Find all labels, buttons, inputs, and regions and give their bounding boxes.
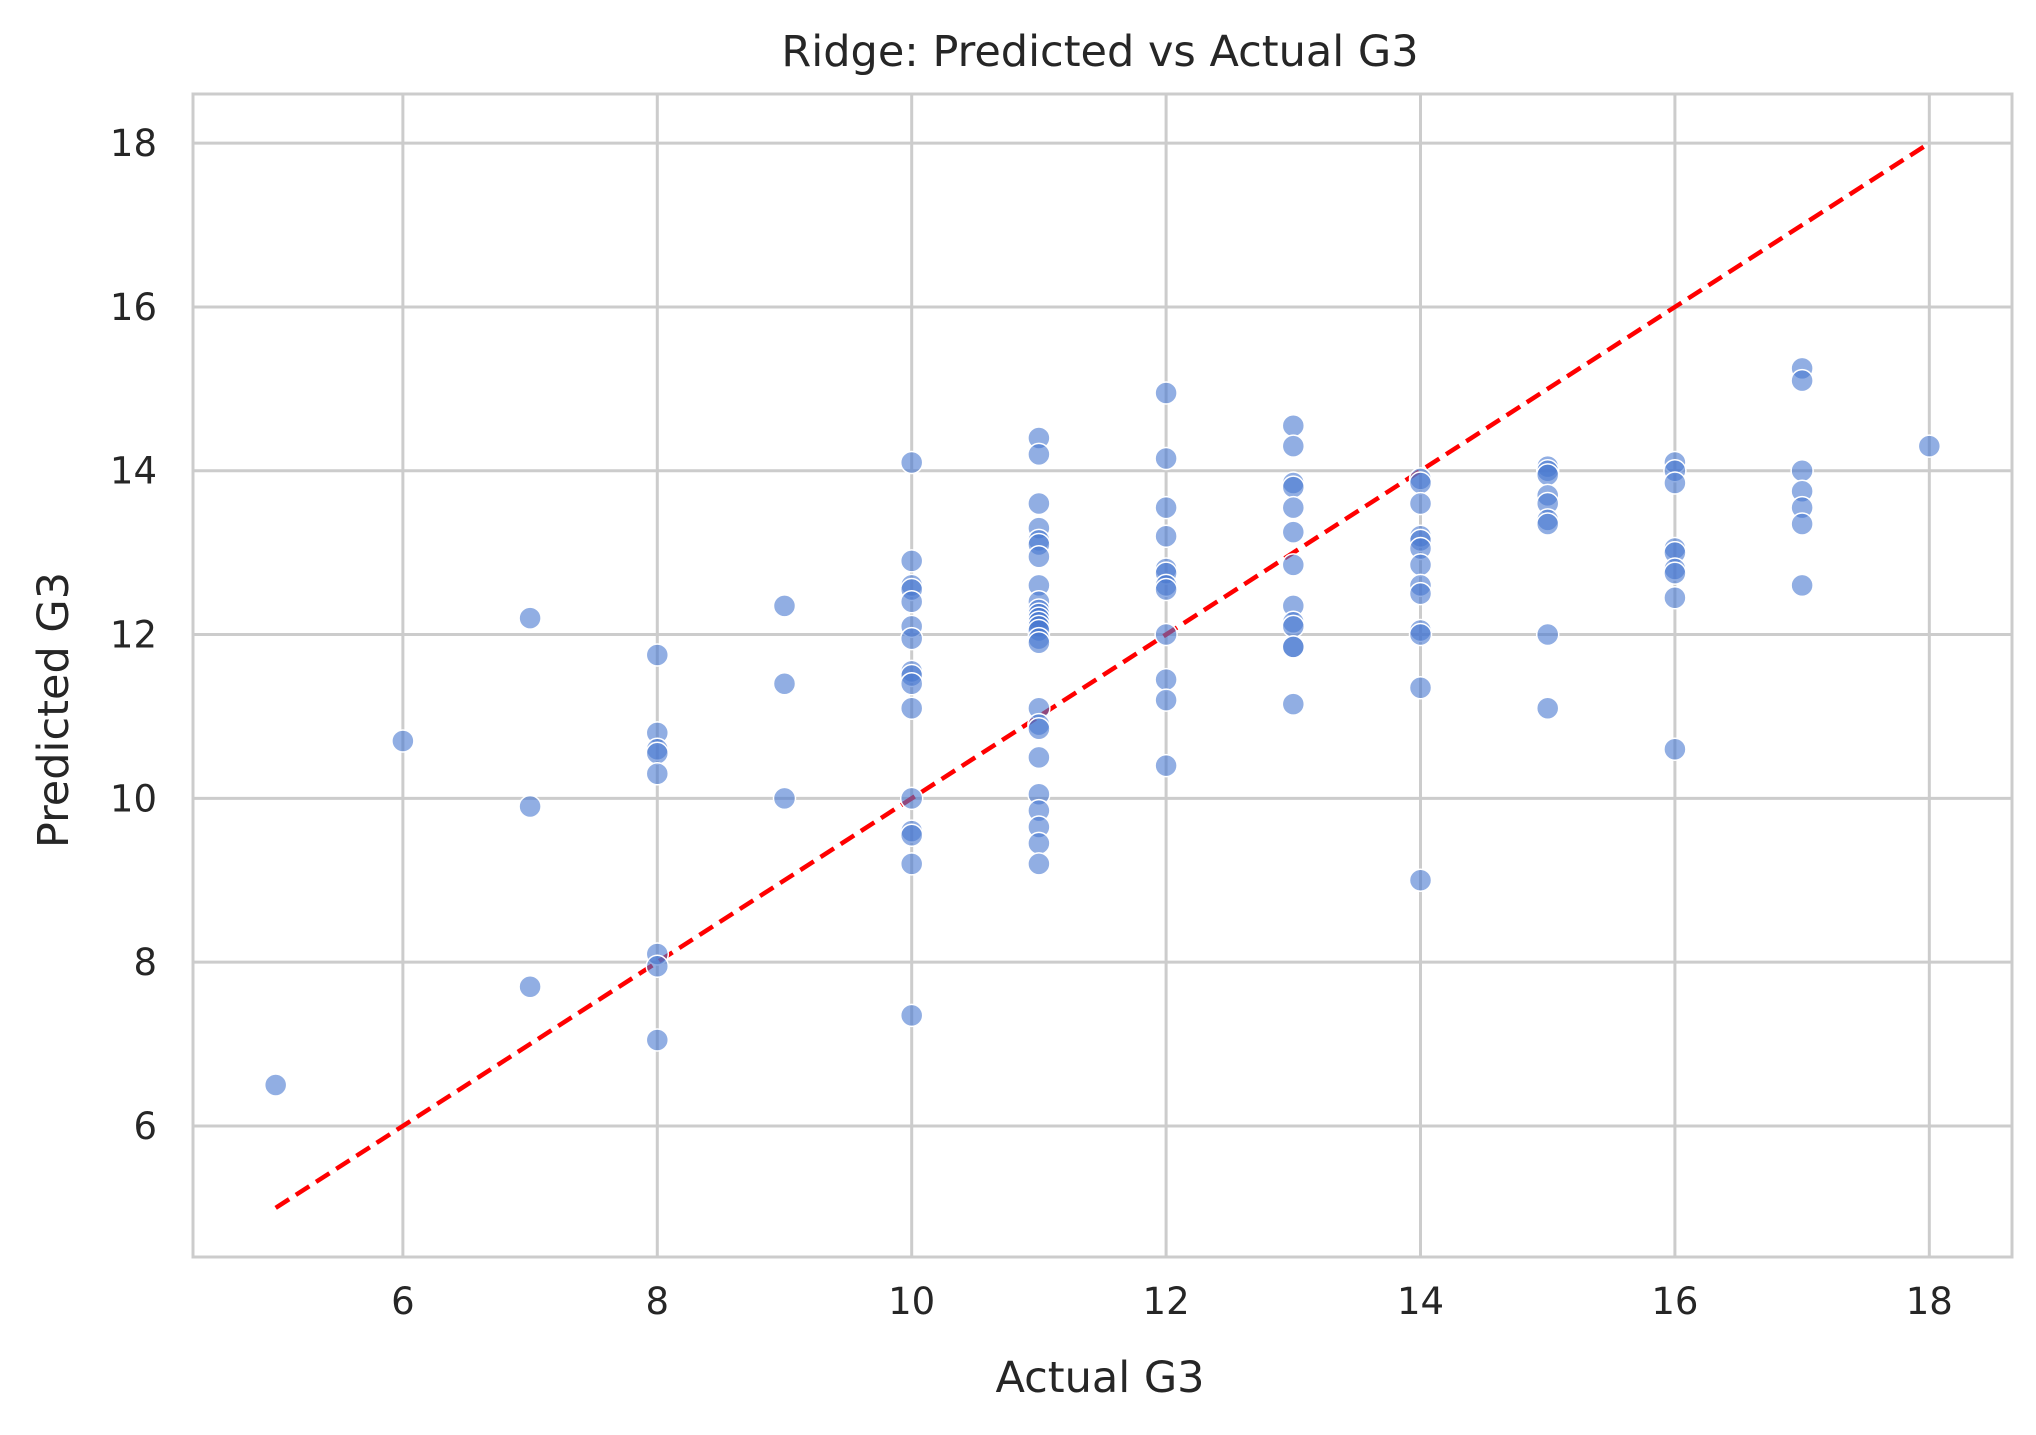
- data-point: [1663, 585, 1687, 610]
- data-point: [1281, 692, 1306, 716]
- data-point: [1027, 442, 1051, 467]
- data-point: [1408, 471, 1433, 495]
- x-tick-label: 16: [1651, 1280, 1698, 1323]
- data-point: [899, 626, 924, 651]
- data-point: [1281, 520, 1306, 544]
- data-point: [1663, 561, 1687, 585]
- data-point: [391, 729, 415, 753]
- data-point: [1790, 512, 1814, 536]
- data-point: [1027, 630, 1051, 655]
- data-point: [1154, 381, 1178, 405]
- data-point: [1281, 635, 1306, 659]
- data-point: [899, 590, 924, 614]
- data-point: [1281, 553, 1306, 577]
- reference-line: [274, 141, 1931, 1210]
- data-point: [1663, 471, 1687, 495]
- data-point: [1790, 573, 1814, 598]
- data-point: [518, 794, 542, 819]
- x-tick-label: 18: [1906, 1280, 1953, 1323]
- plot-frame: [191, 92, 2014, 1259]
- data-point: [1281, 495, 1306, 520]
- x-tick-label: 12: [1143, 1280, 1190, 1323]
- data-point: [1408, 491, 1433, 516]
- data-point: [772, 786, 797, 811]
- data-point: [1408, 581, 1433, 606]
- data-point: [1154, 753, 1178, 778]
- data-point: [899, 1003, 924, 1028]
- data-point: [645, 643, 670, 667]
- data-point: [1281, 413, 1306, 438]
- data-point: [1790, 368, 1814, 393]
- data-point: [645, 741, 670, 766]
- data-point: [772, 594, 797, 618]
- data-point: [1154, 446, 1178, 471]
- data-point: [1154, 688, 1178, 712]
- data-point: [1408, 553, 1433, 577]
- y-tick-label: 18: [110, 122, 157, 165]
- y-tick-label: 14: [110, 450, 157, 493]
- data-point: [1535, 622, 1560, 647]
- data-point: [1535, 512, 1560, 536]
- data-point: [1027, 831, 1051, 856]
- chart-title: Ridge: Predicted vs Actual G3: [781, 27, 1418, 77]
- data-point: [518, 974, 542, 999]
- data-point: [1154, 622, 1178, 647]
- y-tick-label: 10: [110, 777, 157, 820]
- x-axis-label: Actual G3: [995, 1353, 1204, 1403]
- data-point: [645, 954, 670, 978]
- data-point: [1027, 852, 1051, 876]
- x-tick-label: 10: [888, 1280, 935, 1323]
- data-point: [772, 671, 797, 696]
- x-tick-label: 8: [646, 1280, 670, 1323]
- data-point: [899, 786, 924, 811]
- data-point: [1154, 524, 1178, 549]
- data-point: [1154, 577, 1178, 602]
- x-tick-label: 6: [391, 1280, 415, 1323]
- data-point: [263, 1073, 288, 1097]
- data-point: [1408, 622, 1433, 647]
- data-point: [1281, 434, 1306, 458]
- data-point: [1663, 737, 1687, 761]
- x-tick-label: 14: [1397, 1280, 1444, 1323]
- y-axis-label: Predicted G3: [29, 572, 79, 848]
- data-point: [645, 1028, 670, 1052]
- y-tick-label: 12: [110, 614, 157, 657]
- data-point: [1027, 491, 1051, 516]
- data-point: [1154, 495, 1178, 520]
- x-tick-labels: 6 8 10 12 14 16 18: [391, 1280, 1953, 1323]
- data-point: [899, 852, 924, 876]
- data-point: [1027, 745, 1051, 770]
- data-point: [1154, 667, 1178, 692]
- data-point: [1917, 434, 1942, 458]
- data-point: [1408, 676, 1433, 700]
- y-tick-labels: 6 8 10 12 14 16 18: [110, 122, 157, 1148]
- data-point: [1027, 716, 1051, 741]
- data-point: [645, 762, 670, 786]
- data-point: [1408, 868, 1433, 893]
- grid-lines: [193, 94, 2012, 1257]
- data-point: [1281, 614, 1306, 639]
- data-point: [899, 823, 924, 847]
- y-tick-label: 16: [110, 286, 157, 329]
- y-tick-label: 6: [133, 1105, 157, 1148]
- data-point: [518, 606, 542, 630]
- data-point: [1027, 544, 1051, 569]
- data-point: [899, 549, 924, 573]
- data-point: [1535, 463, 1560, 487]
- y-tick-label: 8: [133, 941, 157, 984]
- data-point: [1790, 458, 1814, 483]
- data-point: [899, 450, 924, 475]
- data-point: [1535, 696, 1560, 721]
- data-point: [899, 671, 924, 696]
- data-points: [263, 356, 1942, 1097]
- reference-line-group: [274, 141, 1931, 1210]
- data-point: [899, 696, 924, 721]
- data-point: [1281, 475, 1306, 499]
